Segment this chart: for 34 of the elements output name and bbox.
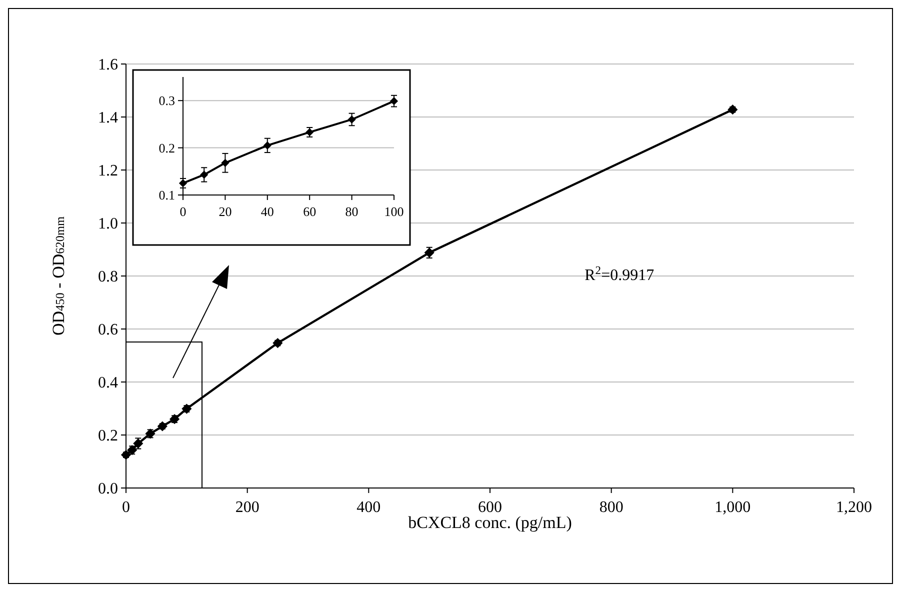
y-tick-label: 0.6 [98,322,118,339]
x-tick-label: 20 [218,204,232,219]
y-tick-label: 0.2 [98,428,118,445]
y-axis-title: OD450 - OD620mm [49,216,68,336]
y-tick-label: 0.4 [98,374,118,392]
point [390,97,398,106]
x-tick-label: 200 [235,499,260,516]
point [348,115,356,124]
y-tick-label: 0.2 [158,140,175,156]
x-tick-label: 400 [356,499,381,516]
y-tick-label: 1.0 [98,216,118,233]
y-tick-label: 0.1 [158,188,175,203]
x-tick-label: 1,200 [836,499,872,516]
x-tick-label: 600 [478,499,502,516]
y-tick-label: 1.6 [98,56,118,74]
y-tick-label: 0.8 [98,268,118,286]
x-tick-label: 100 [384,204,404,219]
x-tick-label: 800 [599,499,624,516]
x-axis-title: bCXCL8 conc. (pg/mL) [408,513,572,532]
x-tick-label: 1,000 [714,499,751,516]
y-tick-label: 0.3 [158,93,175,108]
point [263,141,272,150]
x-tick-label: 80 [345,204,358,219]
point [221,158,230,167]
y-tick-label: 1.2 [98,162,118,180]
x-tick-label: 0 [180,204,186,219]
y-tick-label: 0.0 [98,480,118,498]
annotation: R$^{2}$=0.9917 [584,265,654,284]
point [200,170,208,179]
x-tick-label: 40 [260,204,274,219]
x-tick-label: 60 [303,204,316,219]
x-tick-label: 0 [122,499,130,516]
point [178,179,188,188]
y-tick-label: 1.4 [98,110,118,127]
